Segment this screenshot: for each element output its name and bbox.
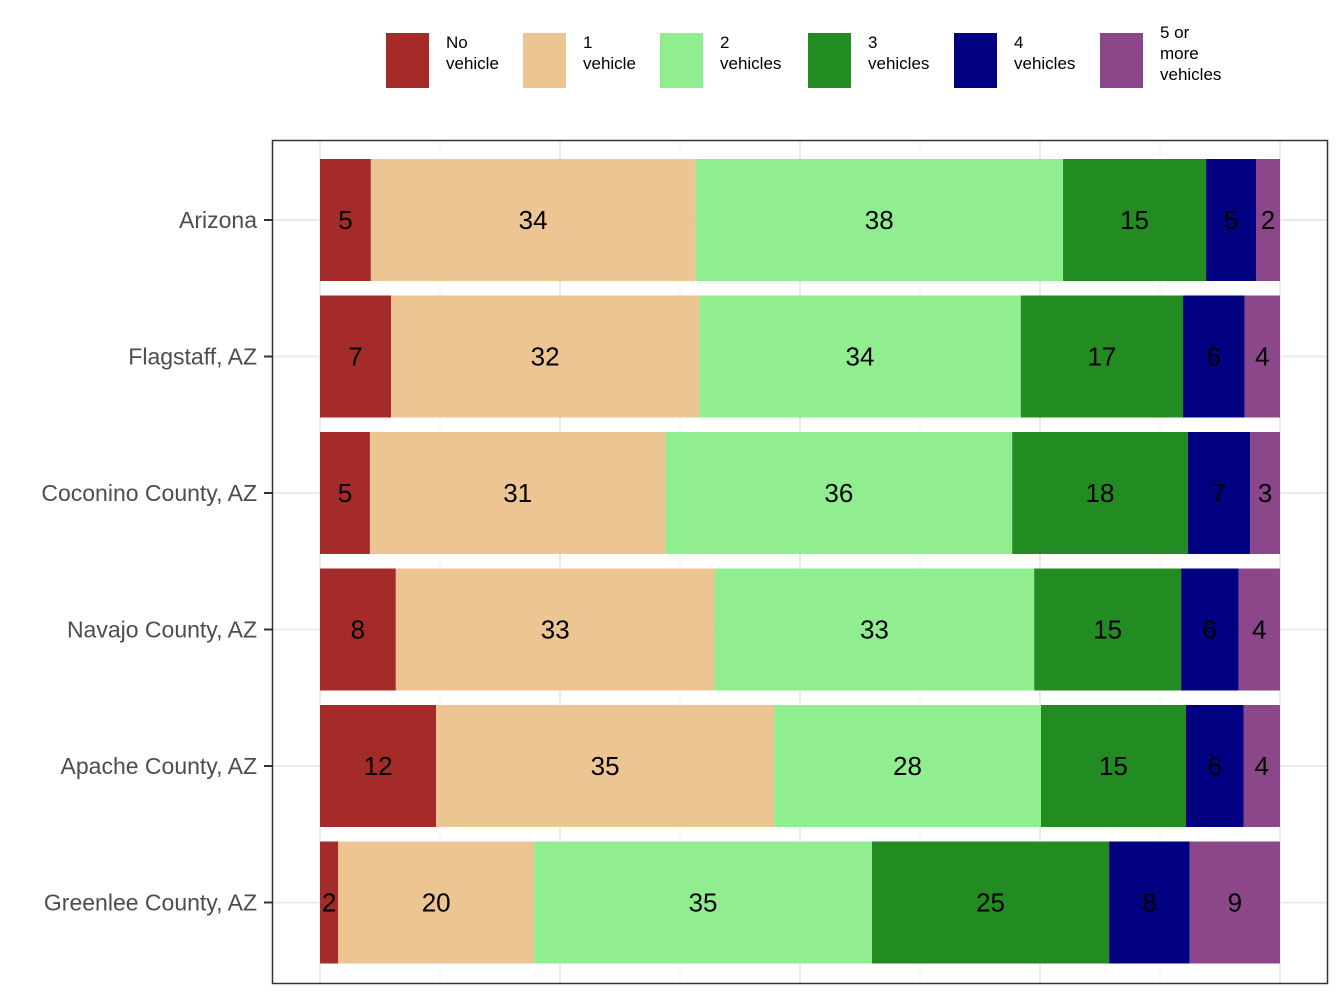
data-label: 5 (338, 205, 352, 235)
bar-segment (320, 295, 392, 418)
data-label: 6 (1203, 615, 1217, 645)
data-labels: 5 34 38 15 5 27 32 34 17 6 45 31 36 18 7 38 33 33 15 6 412 35… (322, 205, 1275, 918)
bar-segment (1034, 568, 1182, 691)
bar-segment (320, 159, 371, 281)
y-tick-label: Arizona (179, 207, 257, 233)
data-label: 8 (1142, 888, 1156, 918)
data-label: 38 (865, 205, 894, 235)
legend-label: No vehicle (446, 33, 499, 73)
bar-segment (370, 159, 696, 281)
data-label: 4 (1255, 751, 1269, 781)
y-tick-label: Apache County, AZ (61, 753, 257, 779)
bar-segment (1185, 705, 1244, 827)
y-tick-label: Navajo County, AZ (67, 617, 257, 643)
data-label: 7 (1212, 478, 1226, 508)
data-label: 6 (1207, 342, 1221, 372)
bar-segment (714, 568, 1035, 691)
legend-swatch (1100, 33, 1143, 88)
data-label: 28 (893, 751, 922, 781)
data-label: 7 (348, 342, 362, 372)
bar-segment (320, 432, 370, 554)
legend-swatch (660, 33, 703, 88)
bar-segment (1109, 841, 1190, 964)
data-label: 33 (860, 615, 889, 645)
y-axis: Arizona Flagstaff, AZ Coconino County, AZ N… (41, 207, 272, 916)
data-label: 34 (519, 205, 548, 235)
bar-segment (1244, 295, 1280, 418)
bar-segment (1238, 568, 1280, 691)
data-label: 15 (1093, 615, 1122, 645)
data-label: 32 (531, 342, 560, 372)
bar-segment (1183, 295, 1245, 418)
bar-segment (320, 568, 396, 691)
bar-segment (1187, 432, 1251, 554)
data-label: 2 (1261, 205, 1275, 235)
data-label: 15 (1099, 751, 1128, 781)
bar-segment (872, 841, 1110, 964)
data-label: 8 (351, 615, 365, 645)
bar-segment (774, 705, 1041, 827)
data-label: 6 (1207, 751, 1221, 781)
bar-segment (1256, 159, 1280, 281)
bar-segment (1206, 159, 1256, 281)
bars (320, 159, 1280, 964)
data-label: 5 (1224, 205, 1238, 235)
bar-segment (1020, 295, 1184, 418)
data-label: 31 (503, 478, 532, 508)
data-label: 34 (846, 342, 875, 372)
data-label: 35 (591, 751, 620, 781)
bar-segment (391, 295, 700, 418)
data-label: 5 (338, 478, 352, 508)
y-tick-label: Flagstaff, AZ (128, 344, 257, 370)
bar-segment (695, 159, 1064, 281)
bar-segment (320, 705, 437, 827)
data-label: 2 (322, 888, 336, 918)
data-label: 4 (1252, 615, 1266, 645)
data-label: 17 (1087, 342, 1116, 372)
bar-segment (395, 568, 715, 691)
data-label: 3 (1258, 478, 1272, 508)
data-label: 33 (541, 615, 570, 645)
data-label: 25 (976, 888, 1005, 918)
data-label: 4 (1255, 342, 1269, 372)
legend-swatch (954, 33, 997, 88)
data-label: 18 (1086, 478, 1115, 508)
bar-segment (1063, 159, 1207, 281)
bar-segment (436, 705, 775, 827)
data-label: 12 (364, 751, 393, 781)
bar-segment (534, 841, 872, 964)
bar-segment (1181, 568, 1239, 691)
bar-segment (1243, 705, 1280, 827)
data-label: 20 (422, 888, 451, 918)
plot-panel-border (271, 139, 1329, 985)
bar-segment (1012, 432, 1188, 554)
data-label: 9 (1228, 888, 1242, 918)
legend-swatch (808, 33, 851, 88)
legend-swatch (386, 33, 429, 88)
legend-label: 3 vehicles (868, 33, 930, 73)
y-tick-label: Greenlee County, AZ (44, 890, 257, 916)
legend-swatch (523, 33, 566, 88)
bar-segment (1189, 841, 1280, 964)
data-label: 36 (824, 478, 853, 508)
legend-label: 5 or more vehicles (1160, 23, 1222, 84)
bar-segment (320, 841, 339, 964)
legend-label: 1 vehicle (583, 33, 636, 73)
legend-label: 4 vehicles (1014, 33, 1076, 73)
bar-segment (665, 432, 1013, 554)
y-tick-label: Coconino County, AZ (41, 480, 257, 506)
data-label: 35 (689, 888, 718, 918)
bar-segment (338, 841, 535, 964)
bar-segment (1040, 705, 1186, 827)
data-label: 15 (1120, 205, 1149, 235)
bar-segment (369, 432, 666, 554)
bar-segment (1250, 432, 1280, 554)
bar-segment (699, 295, 1021, 418)
legend-label: 2 vehicles (720, 33, 782, 73)
